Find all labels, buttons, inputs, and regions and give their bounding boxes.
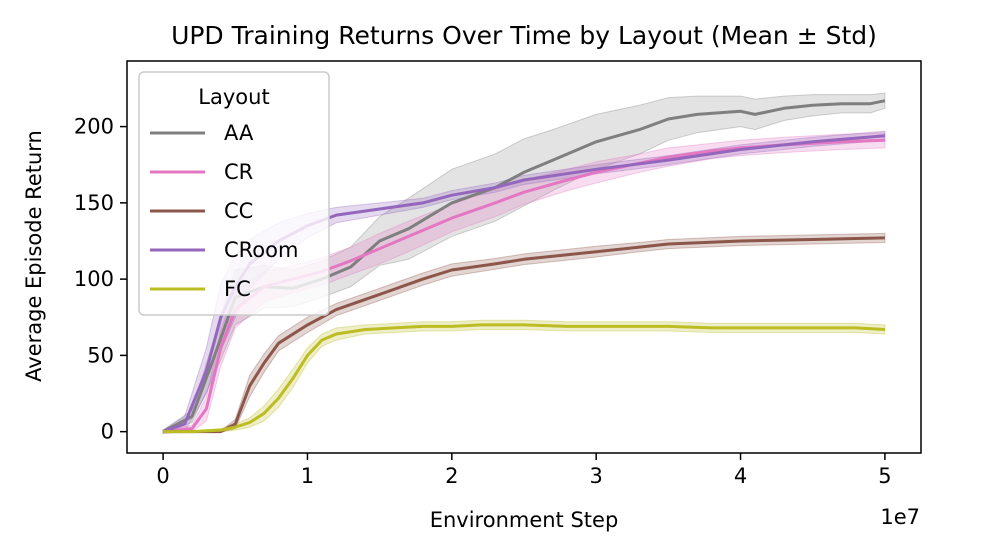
std-band-cc [162, 232, 886, 433]
x-tick-label: 1 [301, 464, 314, 488]
y-tick-label: 200 [74, 115, 114, 139]
legend: Layout AA CR CC CRoom FC [138, 71, 330, 316]
y-tick-label: 150 [74, 191, 114, 215]
legend-label-aa: AA [224, 121, 254, 145]
x-tick-label: 3 [589, 464, 602, 488]
legend-title: Layout [198, 85, 269, 109]
std-band-aa [162, 92, 886, 434]
x-tick-label: 5 [878, 464, 891, 488]
x-axis-multiplier: 1e7 [880, 505, 920, 529]
plot-frame [126, 60, 922, 454]
legend-label-cr: CR [224, 160, 253, 184]
x-tick-label: 0 [156, 464, 169, 488]
x-tick-label: 2 [445, 464, 458, 488]
y-tick-label: 100 [74, 267, 114, 291]
legend-label-fc: FC [224, 277, 251, 301]
x-axis-label: Environment Step [430, 508, 619, 532]
y-tick-label: 50 [87, 343, 114, 367]
x-tick-label: 4 [734, 464, 747, 488]
std-band-fc [162, 319, 886, 433]
y-tick-label: 0 [101, 420, 114, 444]
legend-label-croom: CRoom [224, 238, 298, 262]
series-line-croom [162, 134, 886, 434]
series-line-fc [163, 323, 885, 434]
series-lines [162, 99, 886, 434]
y-axis-label: Average Episode Return [22, 130, 46, 382]
chart-title: UPD Training Returns Over Time by Layout… [171, 21, 877, 50]
series-line-cc [163, 236, 885, 434]
legend-label-cc: CC [224, 199, 253, 223]
